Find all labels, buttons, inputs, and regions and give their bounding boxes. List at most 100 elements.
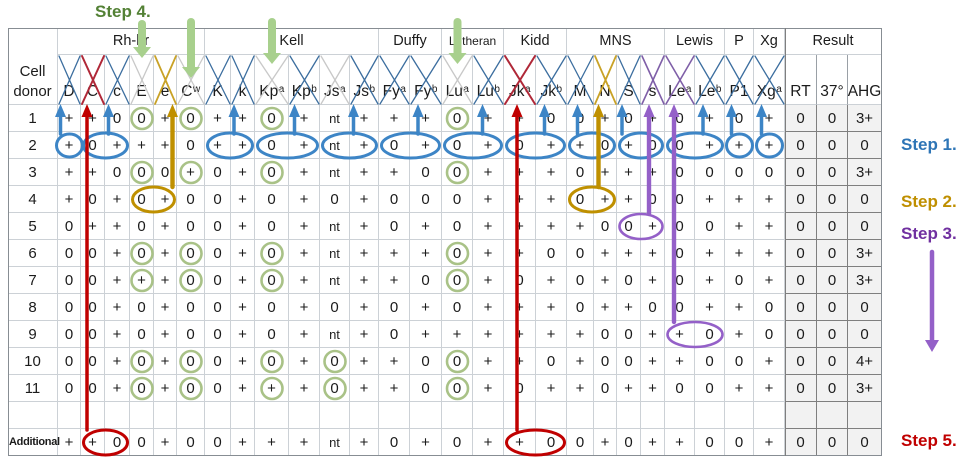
cell-3-Leb: 0	[695, 159, 725, 186]
column-header-text: Kp	[291, 83, 311, 100]
cell-7-Lub: +	[473, 267, 504, 294]
donor-label-row-Additional: Additional	[8, 429, 60, 456]
cell-spacer-M	[567, 402, 594, 429]
donor-column-header: Cell donor	[8, 28, 58, 105]
cell-10-Jsa: 0	[320, 348, 350, 375]
cell-10-c: +	[105, 348, 130, 375]
cell-1-Xga: +	[754, 105, 785, 132]
cell-2-Jsa: nt	[320, 132, 350, 159]
cell-9-Jsb: +	[350, 321, 379, 348]
cell-1-Fyb: +	[410, 105, 442, 132]
cell-9-C: 0	[81, 321, 105, 348]
result-5-AHG: 0	[848, 213, 882, 240]
result-1-T37: 0	[817, 105, 848, 132]
cell-5-Xga: +	[754, 213, 785, 240]
column-header-superscript: w	[192, 84, 201, 95]
cell-8-Jka: +	[504, 294, 536, 321]
cell-9-Kpa: 0	[255, 321, 289, 348]
result-spacer-T37	[817, 402, 848, 429]
column-header-superscript: b	[369, 84, 376, 95]
cell-11-Lua: 0	[442, 375, 473, 402]
cell-11-Lea: 0	[665, 375, 695, 402]
cell-8-k: +	[231, 294, 255, 321]
cell-11-Cw: 0	[177, 375, 205, 402]
result-7-T37: 0	[817, 267, 848, 294]
cell-4-e: +	[154, 186, 177, 213]
cell-6-Jka: +	[504, 240, 536, 267]
donor-label-row-5: 5	[8, 213, 58, 240]
cell-11-K: 0	[205, 375, 231, 402]
cell-2-M: +	[567, 132, 594, 159]
cell-7-E: +	[130, 267, 154, 294]
cell-10-Jka: +	[504, 348, 536, 375]
cell-5-Leb: 0	[695, 213, 725, 240]
column-header-text: Kp	[259, 83, 279, 100]
column-header-text: C	[181, 83, 193, 100]
result-7-AHG: 3+	[848, 267, 882, 294]
step-label-step1: Step 1.	[901, 135, 957, 154]
cell-11-Jsa: 0	[320, 375, 350, 402]
cell-2-S: +	[617, 132, 641, 159]
group-header-lutheran: Lutheran	[442, 28, 504, 55]
donor-label-row-6: 6	[8, 240, 58, 267]
cell-10-Jsb: +	[350, 348, 379, 375]
cell-2-N: 0	[594, 132, 617, 159]
step-label-step5: Step 5.	[901, 431, 957, 450]
cell-2-Leb: +	[695, 132, 725, 159]
cell-9-Jka: +	[504, 321, 536, 348]
cell-8-Lub: +	[473, 294, 504, 321]
cell-3-c: 0	[105, 159, 130, 186]
cell-8-K: 0	[205, 294, 231, 321]
column-header-P1: P1	[725, 55, 754, 105]
cell-7-D: 0	[58, 267, 81, 294]
cell-5-K: 0	[205, 213, 231, 240]
result-3-AHG: 3+	[848, 159, 882, 186]
cell-spacer-Jka	[504, 402, 536, 429]
column-header-D: D	[58, 55, 81, 105]
cell-1-Lea: 0	[665, 105, 695, 132]
cell-2-Jka: 0	[504, 132, 536, 159]
cell-5-Kpb: +	[289, 213, 320, 240]
donor-label-row-9: 9	[8, 321, 58, 348]
result-9-RT: 0	[785, 321, 817, 348]
cell-3-E: 0	[130, 159, 154, 186]
cell-5-c: +	[105, 213, 130, 240]
cell-6-Lea: 0	[665, 240, 695, 267]
cell-3-Jsa: nt	[320, 159, 350, 186]
column-header-text: Js	[323, 83, 340, 100]
result-7-RT: 0	[785, 267, 817, 294]
column-header-Jka: Jk a	[504, 55, 536, 105]
cell-2-Jkb: +	[536, 132, 567, 159]
cell-4-Lua: 0	[442, 186, 473, 213]
cell-8-Fya: 0	[379, 294, 410, 321]
column-header-Kpa: Kp a	[255, 55, 289, 105]
cell-1-Cw: 0	[177, 105, 205, 132]
cell-1-e: +	[154, 105, 177, 132]
result-2-AHG: 0	[848, 132, 882, 159]
column-header-s: s	[641, 55, 665, 105]
cell-2-s: 0	[641, 132, 665, 159]
cell-5-N: 0	[594, 213, 617, 240]
cell-8-Jsb: +	[350, 294, 379, 321]
cell-7-Cw: 0	[177, 267, 205, 294]
cell-6-C: 0	[81, 240, 105, 267]
donor-label-row-7: 7	[8, 267, 58, 294]
cell-7-s: +	[641, 267, 665, 294]
column-header-text: K	[212, 83, 223, 100]
cell-9-Lea: +	[665, 321, 695, 348]
column-header-superscript: b	[311, 84, 317, 95]
cell-9-S: 0	[617, 321, 641, 348]
cell-Additional-Jsa: nt	[320, 429, 350, 456]
result-5-RT: 0	[785, 213, 817, 240]
cell-10-P1: 0	[725, 348, 754, 375]
group-header-mns: MNS	[567, 28, 665, 55]
cell-7-P1: 0	[725, 267, 754, 294]
cell-2-Jsb: +	[350, 132, 379, 159]
cell-8-C: 0	[81, 294, 105, 321]
cell-4-Jsa: 0	[320, 186, 350, 213]
cell-6-Lub: +	[473, 240, 504, 267]
cell-10-N: 0	[594, 348, 617, 375]
column-header-text: k	[238, 83, 247, 100]
result-10-RT: 0	[785, 348, 817, 375]
cell-1-Jsa: nt	[320, 105, 350, 132]
